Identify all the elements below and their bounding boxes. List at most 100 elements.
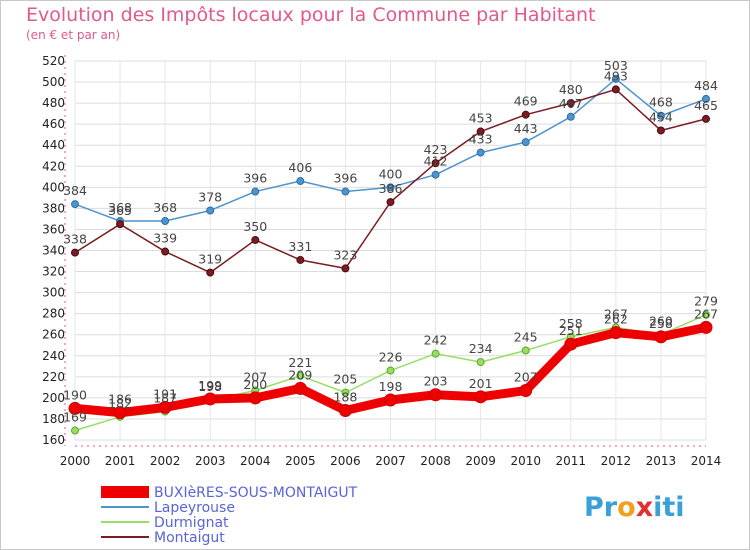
x-tick-label: 2000	[60, 454, 91, 468]
data-point	[341, 187, 350, 196]
data-point	[476, 358, 485, 367]
data-label: 201	[469, 376, 493, 391]
y-tick-label: 340	[42, 244, 65, 258]
data-point	[476, 148, 485, 157]
data-label: 198	[198, 379, 222, 394]
data-label: 258	[649, 316, 673, 331]
data-point	[71, 248, 79, 257]
logo-letter: i	[653, 492, 663, 523]
data-point	[431, 170, 440, 179]
data-label: 368	[153, 200, 177, 215]
data-point	[654, 330, 668, 344]
data-label: 467	[559, 96, 583, 111]
data-label: 188	[333, 390, 357, 405]
y-tick-label: 400	[42, 180, 65, 194]
data-point	[68, 401, 82, 415]
data-point	[71, 200, 79, 209]
y-tick-label: 440	[42, 138, 65, 152]
y-tick-label: 200	[42, 391, 65, 405]
chart-title: Evolution des Impôts locaux pour la Comm…	[26, 4, 596, 26]
data-label: 198	[379, 379, 403, 394]
data-label: 443	[514, 121, 538, 136]
data-label: 365	[108, 203, 132, 218]
data-label: 226	[379, 350, 403, 365]
data-label: 386	[379, 181, 403, 196]
data-point	[296, 177, 305, 186]
y-tick-label: 520	[42, 54, 65, 68]
x-tick-label: 2004	[240, 454, 271, 468]
data-label: 242	[424, 333, 448, 348]
data-point	[71, 426, 79, 435]
data-label: 412	[424, 154, 448, 169]
x-tick-label: 2012	[601, 454, 632, 468]
x-tick-label: 2002	[150, 454, 181, 468]
data-label: 234	[469, 341, 493, 356]
data-label: 454	[649, 109, 673, 124]
data-label: 182	[108, 396, 132, 411]
data-label: 339	[153, 231, 177, 246]
logo-letter: r	[603, 492, 618, 523]
data-label: 484	[694, 78, 718, 93]
data-label: 331	[288, 239, 312, 254]
data-point	[702, 114, 710, 123]
x-tick-label: 2011	[556, 454, 587, 468]
data-point	[116, 220, 125, 229]
data-point	[474, 390, 488, 404]
y-tick-label: 180	[42, 412, 65, 426]
data-point	[296, 255, 305, 264]
data-label: 245	[514, 330, 538, 345]
data-point	[384, 393, 397, 407]
data-label: 200	[243, 377, 267, 392]
data-label: 453	[469, 111, 493, 126]
data-point	[206, 268, 215, 277]
y-tick-label: 360	[42, 222, 65, 236]
data-point	[564, 337, 578, 351]
y-tick-label: 420	[42, 159, 65, 173]
data-label: 251	[559, 323, 583, 338]
data-point	[519, 384, 533, 398]
y-tick-label: 260	[42, 328, 65, 342]
x-tick-label: 2014	[691, 454, 722, 468]
data-label: 400	[379, 166, 403, 181]
data-point	[521, 138, 530, 147]
data-label: 350	[243, 219, 267, 234]
data-label: 384	[63, 183, 87, 198]
data-label: 262	[604, 312, 628, 327]
legend-swatch	[101, 486, 149, 498]
y-tick-label: 240	[42, 349, 65, 363]
x-tick-label: 2007	[375, 454, 406, 468]
data-point	[656, 126, 665, 135]
data-point	[566, 99, 575, 108]
data-label: 465	[694, 98, 718, 113]
y-tick-label: 320	[42, 265, 65, 279]
data-label: 469	[514, 94, 538, 109]
data-label: 267	[694, 306, 718, 321]
data-label: 503	[604, 58, 628, 73]
data-point	[296, 371, 305, 380]
data-label: 258	[559, 316, 583, 331]
chart-subtitle: (en € et par an)	[26, 28, 121, 42]
data-point	[431, 349, 440, 358]
data-point	[251, 235, 260, 244]
data-label: 433	[469, 132, 493, 147]
data-label: 368	[108, 200, 132, 215]
data-label: 199	[198, 378, 222, 393]
y-tick-label: 160	[42, 433, 65, 447]
y-tick-label: 480	[42, 96, 65, 110]
data-point	[206, 206, 215, 215]
data-point	[386, 366, 395, 375]
data-point	[431, 159, 440, 168]
data-point	[702, 310, 710, 319]
y-tick-label: 380	[42, 201, 65, 215]
data-label: 338	[63, 232, 87, 247]
legend-label: Lapeyrouse	[154, 500, 235, 516]
data-label: 468	[649, 95, 673, 110]
legend-label: BUXIèRES-SOUS-MONTAIGUT	[154, 485, 358, 501]
data-point	[293, 381, 307, 395]
data-point	[656, 111, 665, 120]
x-tick-label: 2003	[195, 454, 226, 468]
logo-letter: P	[584, 492, 604, 523]
y-tick-label: 500	[42, 75, 65, 89]
